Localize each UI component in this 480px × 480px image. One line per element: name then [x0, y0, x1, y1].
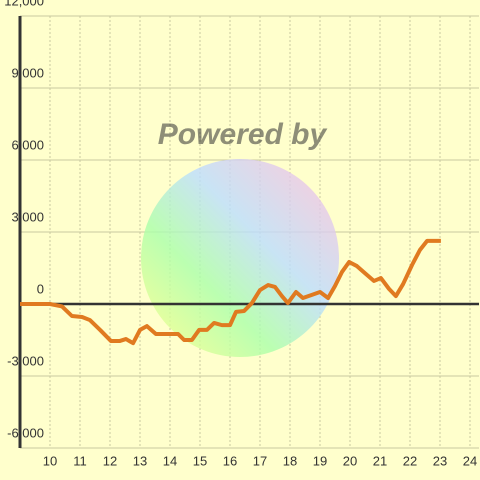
x-tick-label: 21 — [373, 453, 387, 468]
watermark-text: Powered by — [158, 118, 328, 151]
x-tick-label: 23 — [433, 453, 447, 468]
x-tick-label: 12 — [103, 453, 117, 468]
y-tick-label: 12,000 — [4, 0, 44, 8]
y-tick-label: 9,000 — [11, 65, 44, 80]
x-tick-label: 20 — [343, 453, 357, 468]
watermark: Powered by — [141, 118, 339, 357]
y-tick-label: 3,000 — [11, 209, 44, 224]
y-tick-label: -6,000 — [7, 425, 44, 440]
x-tick-label: 11 — [73, 453, 87, 468]
y-tick-label: -3,000 — [7, 353, 44, 368]
x-tick-label: 14 — [163, 453, 177, 468]
y-tick-label: 6,000 — [11, 137, 44, 152]
data-line — [20, 238, 441, 346]
x-tick-label: 22 — [403, 453, 417, 468]
x-tick-label: 19 — [313, 453, 327, 468]
x-tick-label: 18 — [283, 453, 297, 468]
x-tick-label: 17 — [253, 453, 267, 468]
x-tick-label: 10 — [43, 453, 57, 468]
watermark-logo — [141, 159, 339, 357]
x-tick-label: 15 — [193, 453, 207, 468]
x-tick-label: 16 — [223, 453, 237, 468]
y-tick-label: 0 — [37, 281, 44, 296]
x-tick-label: 24 — [463, 453, 477, 468]
x-tick-label: 13 — [133, 453, 147, 468]
